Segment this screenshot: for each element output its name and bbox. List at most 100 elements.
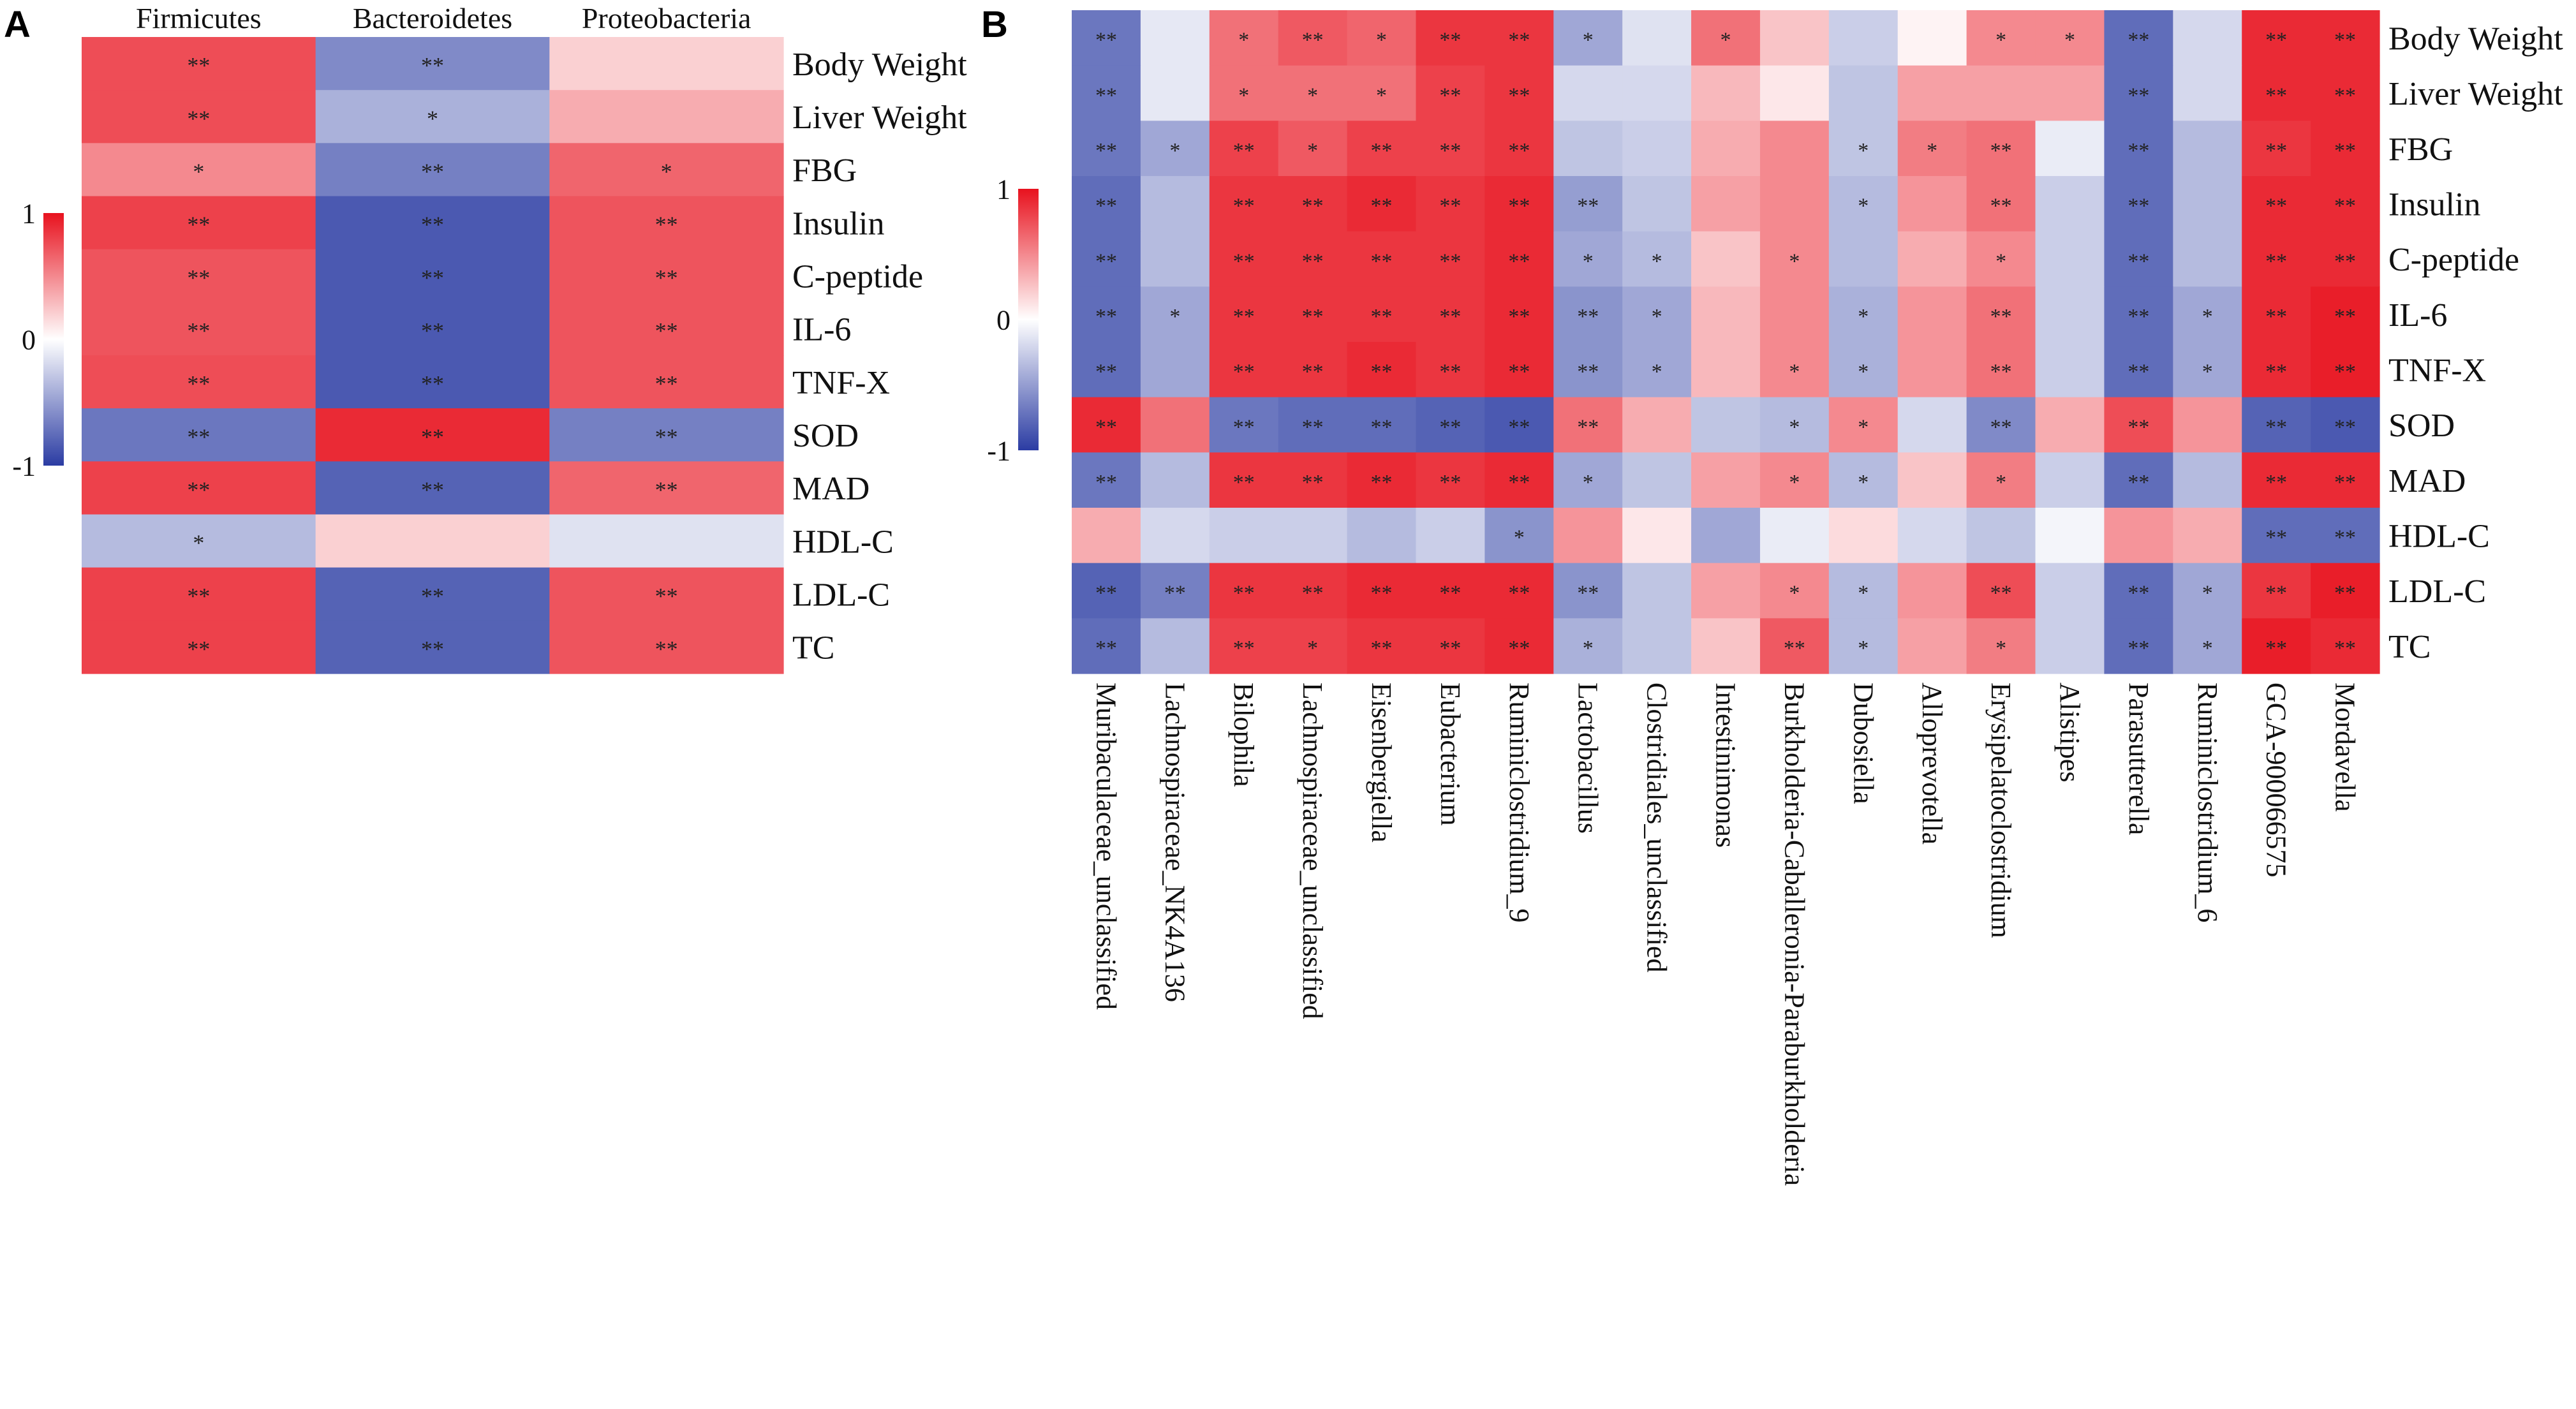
significance-marker: * bbox=[2202, 360, 2213, 384]
significance-marker: ** bbox=[655, 371, 678, 397]
significance-marker: * bbox=[1514, 526, 1525, 550]
heatmap-cell bbox=[82, 302, 316, 356]
heatmap-cell bbox=[2242, 342, 2311, 398]
significance-marker: * bbox=[1583, 249, 1594, 273]
significance-marker: ** bbox=[1095, 360, 1117, 384]
significance-marker: * bbox=[1995, 637, 2006, 660]
heatmap-cell bbox=[1691, 342, 1761, 398]
heatmap-cell bbox=[1347, 452, 1417, 508]
heatmap-cell bbox=[1209, 397, 1279, 453]
row-label: C-peptide bbox=[792, 258, 923, 295]
significance-marker: ** bbox=[1302, 415, 1324, 439]
heatmap-cell bbox=[2035, 397, 2105, 453]
heatmap-cell bbox=[1347, 286, 1417, 343]
significance-marker: * bbox=[1169, 305, 1180, 328]
heatmap-cell bbox=[2035, 618, 2105, 674]
significance-marker: ** bbox=[1508, 84, 1530, 107]
significance-marker: ** bbox=[187, 637, 210, 662]
heatmap-cell bbox=[1278, 176, 1348, 232]
heatmap-cell bbox=[1691, 563, 1761, 619]
row-label: Body Weight bbox=[792, 47, 967, 83]
significance-marker: ** bbox=[2334, 195, 2356, 218]
significance-marker: ** bbox=[1302, 471, 1324, 494]
significance-marker: ** bbox=[1095, 195, 1117, 218]
column-label: Ruminiclostridium_6 bbox=[2192, 682, 2223, 922]
significance-marker: * bbox=[1583, 471, 1594, 494]
color-legend-bar bbox=[43, 213, 64, 466]
column-label: Bacteroidetes bbox=[353, 2, 512, 34]
heatmap-cell bbox=[2104, 452, 2173, 508]
significance-marker: ** bbox=[1371, 581, 1393, 605]
heatmap-cell bbox=[1072, 618, 1141, 674]
heatmap-cell bbox=[1416, 342, 1485, 398]
heatmap-cell bbox=[82, 249, 316, 303]
significance-marker: * bbox=[1858, 471, 1869, 494]
significance-marker: ** bbox=[1577, 581, 1599, 605]
heatmap-cell bbox=[2242, 10, 2311, 66]
heatmap-cell bbox=[1278, 65, 1348, 121]
significance-marker: ** bbox=[1508, 249, 1530, 273]
significance-marker: ** bbox=[1990, 139, 2012, 163]
heatmap-cell bbox=[2173, 65, 2242, 121]
heatmap-cell bbox=[2173, 508, 2242, 564]
heatmap-cell bbox=[1278, 508, 1348, 564]
significance-marker: ** bbox=[2265, 471, 2287, 494]
heatmap-cell bbox=[2242, 618, 2311, 674]
significance-marker: * bbox=[1789, 581, 1800, 605]
significance-marker: ** bbox=[2265, 305, 2287, 328]
significance-marker: ** bbox=[2128, 581, 2149, 605]
heatmap-cell bbox=[1140, 231, 1210, 287]
heatmap-cell bbox=[1416, 508, 1485, 564]
significance-marker: * bbox=[193, 159, 204, 184]
color-legend-tick: 0 bbox=[22, 324, 36, 355]
heatmap-cell bbox=[1072, 121, 1141, 177]
significance-marker: ** bbox=[1302, 305, 1324, 328]
heatmap-cell bbox=[2242, 397, 2311, 453]
heatmap-cell bbox=[1691, 508, 1761, 564]
color-legend-bar bbox=[1018, 189, 1039, 450]
heatmap-cell bbox=[1828, 176, 1899, 232]
significance-marker: * bbox=[1307, 84, 1318, 107]
column-label: GCA-900066575 bbox=[2261, 682, 2292, 878]
significance-marker: * bbox=[2064, 29, 2075, 52]
heatmap-cell bbox=[82, 143, 316, 197]
row-label: TNF-X bbox=[2388, 353, 2486, 389]
heatmap-cell bbox=[549, 620, 784, 674]
heatmap-cell bbox=[1691, 10, 1761, 66]
heatmap-cell bbox=[2035, 508, 2105, 564]
significance-marker: ** bbox=[2128, 139, 2149, 163]
heatmap-cell bbox=[1553, 508, 1623, 564]
significance-marker: ** bbox=[421, 265, 444, 290]
heatmap-cell bbox=[1553, 342, 1623, 398]
significance-marker: ** bbox=[187, 583, 210, 609]
heatmap-cell bbox=[1897, 176, 1967, 232]
heatmap-cell bbox=[1828, 231, 1899, 287]
heatmap-cell bbox=[315, 196, 550, 250]
significance-marker: ** bbox=[421, 159, 444, 184]
heatmap-cell bbox=[2311, 286, 2380, 343]
heatmap-cell bbox=[549, 408, 784, 462]
heatmap-cell bbox=[1966, 508, 2036, 564]
significance-marker: ** bbox=[2128, 249, 2149, 273]
significance-marker: * bbox=[1789, 415, 1800, 439]
heatmap-cell bbox=[315, 514, 550, 568]
heatmap-cell bbox=[2242, 508, 2311, 564]
heatmap-cell bbox=[1622, 65, 1692, 121]
heatmap-cell bbox=[1622, 618, 1692, 674]
heatmap-cell bbox=[2035, 176, 2105, 232]
significance-marker: ** bbox=[1439, 471, 1461, 494]
heatmap-cell bbox=[1416, 563, 1485, 619]
significance-marker: ** bbox=[1439, 581, 1461, 605]
significance-marker: ** bbox=[2265, 195, 2287, 218]
significance-marker: * bbox=[193, 530, 204, 556]
significance-marker: ** bbox=[1439, 249, 1461, 273]
column-label: Proteobacteria bbox=[582, 2, 751, 34]
significance-marker: * bbox=[1858, 581, 1869, 605]
row-label: IL-6 bbox=[792, 312, 851, 348]
heatmap-cell bbox=[1416, 10, 1485, 66]
row-label: SOD bbox=[2388, 408, 2455, 444]
significance-marker: ** bbox=[1990, 195, 2012, 218]
significance-marker: ** bbox=[1302, 360, 1324, 384]
significance-marker: ** bbox=[1302, 581, 1324, 605]
significance-marker: ** bbox=[1233, 195, 1255, 218]
